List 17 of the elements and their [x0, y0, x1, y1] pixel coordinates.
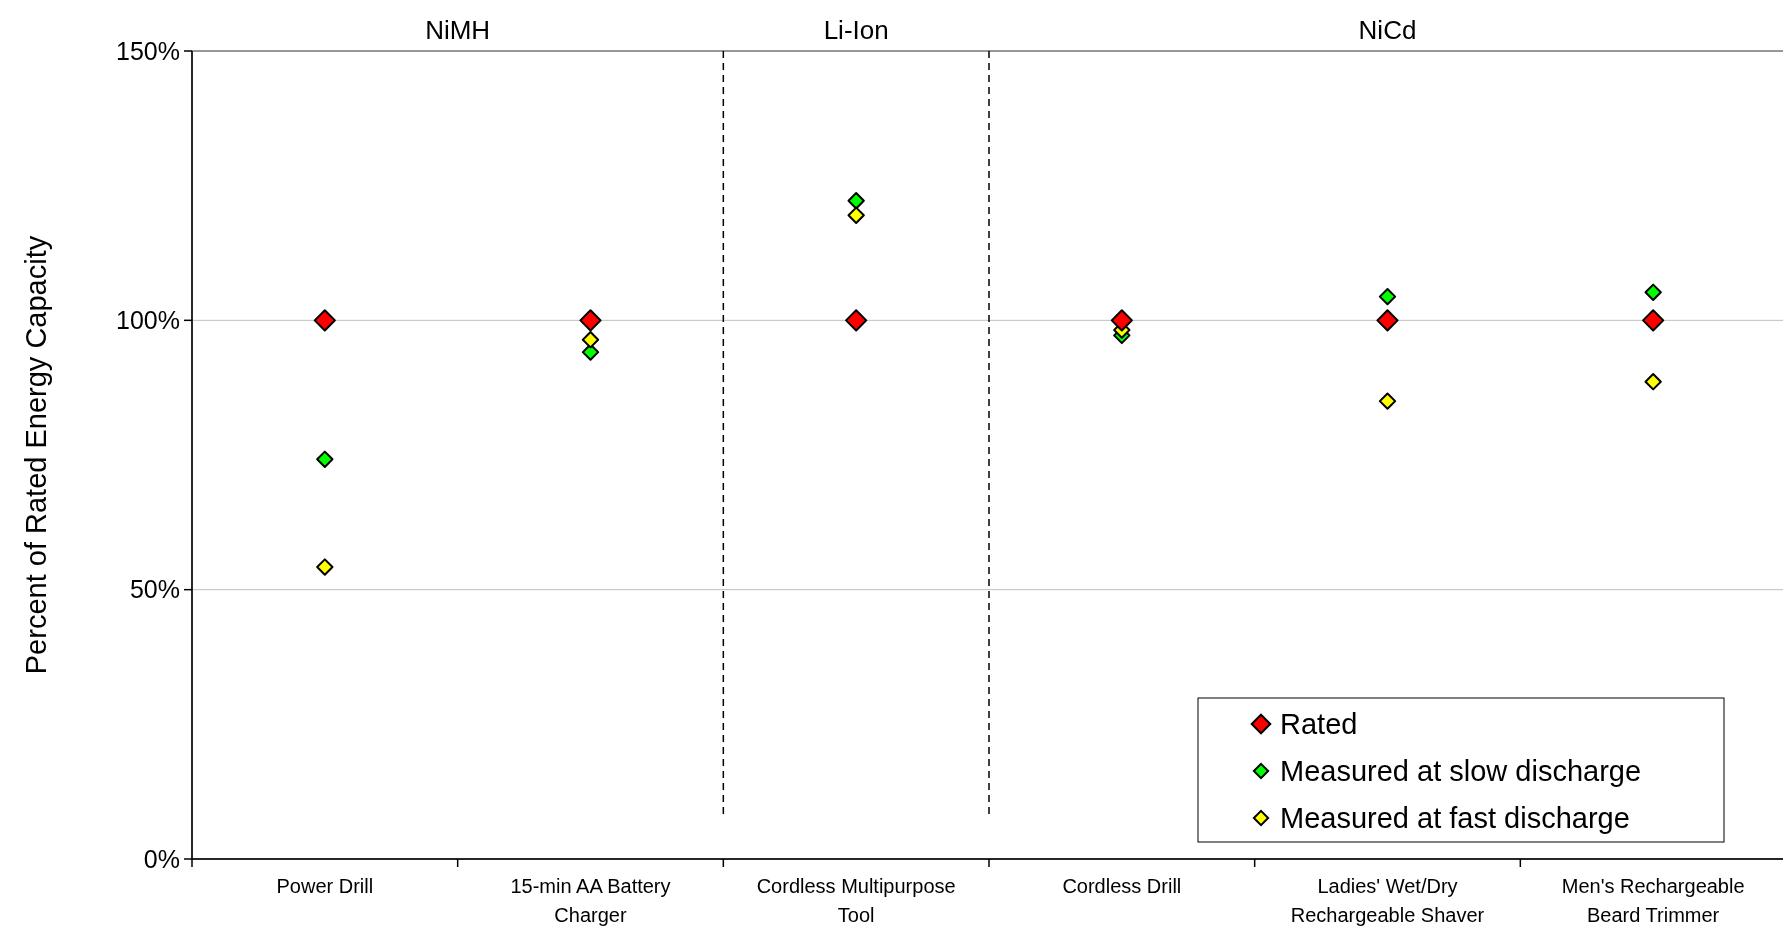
x-tick-label: Ladies' Wet/Dry Rechargeable Shaver [1290, 875, 1485, 926]
text: NiCd [1358, 15, 1417, 45]
x-tick-label: Men's Rechargeable Beard Trimmer [1561, 875, 1745, 926]
y-tick-label: 100% [116, 306, 180, 335]
x-tick-label: 15-min AA Battery Charger [510, 875, 671, 926]
x-tick-label: Power Drill [276, 875, 374, 897]
x-tick-label: Cordless Drill [1062, 875, 1182, 897]
legend-label: Measured at slow discharge [1280, 755, 1642, 788]
y-axis-title: Percent of Rated Energy Capacity [20, 235, 52, 675]
legend-label: Rated [1280, 708, 1358, 741]
y-tick-label: 0% [143, 844, 180, 873]
x-tick-label: Cordless Multipurpose Tool [756, 875, 956, 926]
text: NiMH [425, 15, 491, 45]
y-tick-label: 150% [116, 36, 180, 65]
legend-label: Measured at fast discharge [1280, 802, 1630, 835]
text: Li-Ion [823, 15, 889, 45]
y-tick-label: 50% [129, 575, 180, 604]
